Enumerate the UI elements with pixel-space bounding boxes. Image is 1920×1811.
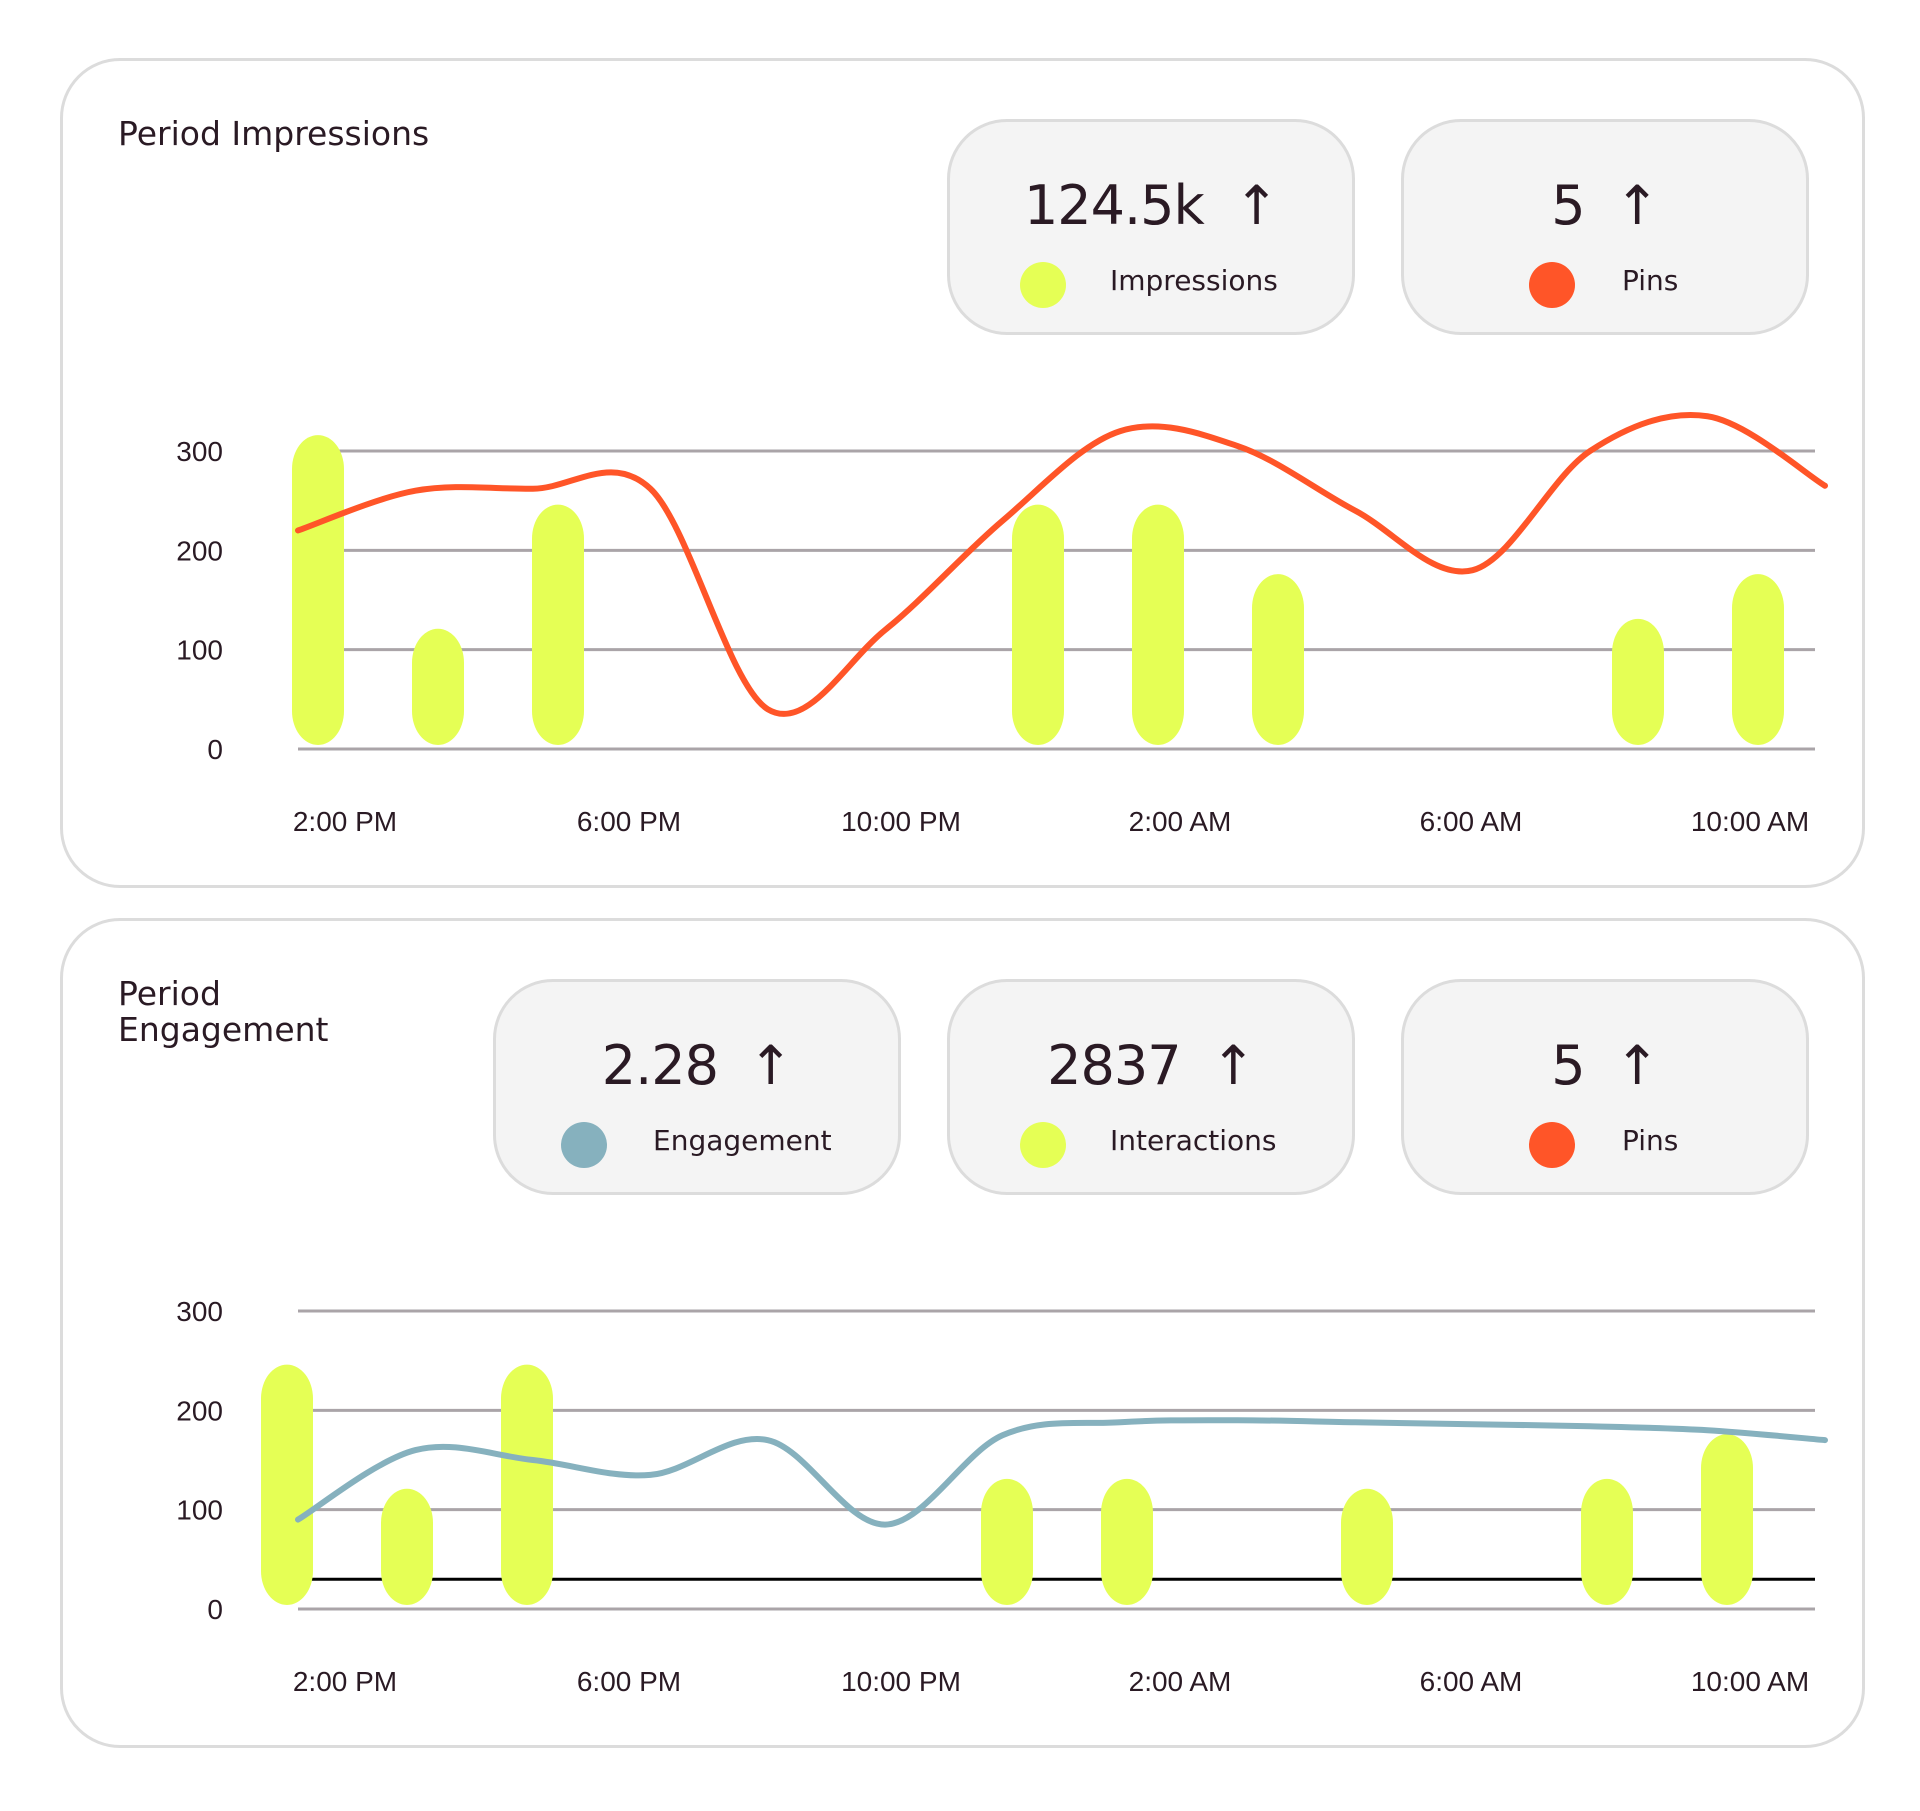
interactions-bar: [1701, 1434, 1753, 1605]
stat-label: Pins: [1622, 264, 1679, 297]
impressions-card: Period Impressions 124.5k ↑ Impressions 5…: [60, 58, 1865, 888]
y-tick-label: 300: [176, 1296, 223, 1327]
stat-impressions: 124.5k ↑ Impressions: [947, 119, 1355, 335]
stat-interactions: 2837 ↑ Interactions: [947, 979, 1355, 1195]
x-tick-label: 2:00 PM: [293, 806, 397, 837]
stat-value: 2.28 ↑: [496, 1034, 898, 1097]
stat-number: 2837: [1047, 1034, 1181, 1097]
pins-legend-dot: [1529, 262, 1575, 308]
x-tick-label: 6:00 AM: [1420, 1666, 1523, 1697]
pins-line: [295, 412, 1828, 717]
impressions-bar: [1012, 504, 1064, 745]
impressions-bar: [1612, 618, 1664, 745]
stat-label: Engagement: [653, 1124, 832, 1157]
impressions-bar: [1132, 504, 1184, 745]
interactions-bar: [501, 1364, 553, 1605]
x-tick-label: 2:00 AM: [1129, 1666, 1232, 1697]
interactions-bar: [1581, 1478, 1633, 1605]
interactions-bar: [981, 1478, 1033, 1605]
impressions-bar: [1732, 574, 1784, 745]
engagement-legend-dot: [561, 1122, 607, 1168]
stat-engagement: 2.28 ↑ Engagement: [493, 979, 901, 1195]
stat-label: Pins: [1622, 1124, 1679, 1157]
stat-value: 124.5k ↑: [950, 174, 1352, 237]
arrow-up-icon: ↑: [1210, 1034, 1256, 1097]
impressions-bar: [532, 504, 584, 745]
interactions-bar: [261, 1364, 313, 1605]
card-title: Period Engagement: [118, 974, 329, 1049]
stat-number: 2.28: [601, 1034, 719, 1097]
stat-value: 5 ↑: [1404, 174, 1806, 237]
impressions-bar: [292, 435, 344, 745]
engagement-chart: 0 100 200 300 2:00 PM 6:00 PM 10:00 PM 2:00 AM 6…: [176, 1296, 1828, 1697]
stat-label: Impressions: [1110, 264, 1278, 297]
stat-number: 124.5k: [1023, 174, 1205, 237]
stat-pins: 5 ↑ Pins: [1401, 979, 1809, 1195]
interactions-bar: [1101, 1478, 1153, 1605]
stat-value: 5 ↑: [1404, 1034, 1806, 1097]
x-tick-label: 10:00 PM: [841, 1666, 961, 1697]
y-tick-label: 200: [176, 535, 223, 566]
x-tick-label: 6:00 PM: [577, 806, 681, 837]
x-tick-label: 10:00 PM: [841, 806, 961, 837]
y-tick-label: 100: [176, 635, 223, 666]
engagement-line: [295, 1417, 1828, 1528]
y-tick-label: 300: [176, 436, 223, 467]
x-tick-label: 10:00 AM: [1691, 806, 1809, 837]
stat-value: 2837 ↑: [950, 1034, 1352, 1097]
y-tick-label: 0: [207, 1594, 223, 1625]
impressions-chart: 0 100 200 300 2:00 PM 6:00 PM 10:00 PM 2:00 AM 6…: [176, 412, 1828, 837]
impressions-bar: [412, 628, 464, 745]
card-title: Period Impressions: [118, 114, 430, 153]
y-tick-label: 0: [207, 734, 223, 765]
interactions-bar: [381, 1488, 433, 1605]
stat-number: 5: [1551, 1034, 1585, 1097]
stat-pins: 5 ↑ Pins: [1401, 119, 1809, 335]
y-tick-label: 100: [176, 1495, 223, 1526]
x-tick-label: 2:00 PM: [293, 1666, 397, 1697]
x-tick-label: 6:00 PM: [577, 1666, 681, 1697]
impressions-bar: [1252, 574, 1304, 745]
arrow-up-icon: ↑: [1614, 174, 1660, 237]
interactions-bar: [1341, 1488, 1393, 1605]
impressions-legend-dot: [1020, 262, 1066, 308]
stat-label: Interactions: [1110, 1124, 1277, 1157]
interactions-legend-dot: [1020, 1122, 1066, 1168]
x-tick-label: 2:00 AM: [1129, 806, 1232, 837]
engagement-card: Period Engagement 2.28 ↑ Engagement 2837 ↑…: [60, 918, 1865, 1748]
arrow-up-icon: ↑: [1233, 174, 1279, 237]
y-tick-label: 200: [176, 1395, 223, 1426]
x-tick-label: 6:00 AM: [1420, 806, 1523, 837]
pins-legend-dot: [1529, 1122, 1575, 1168]
arrow-up-icon: ↑: [1614, 1034, 1660, 1097]
arrow-up-icon: ↑: [747, 1034, 793, 1097]
stat-number: 5: [1551, 174, 1585, 237]
x-tick-label: 10:00 AM: [1691, 1666, 1809, 1697]
